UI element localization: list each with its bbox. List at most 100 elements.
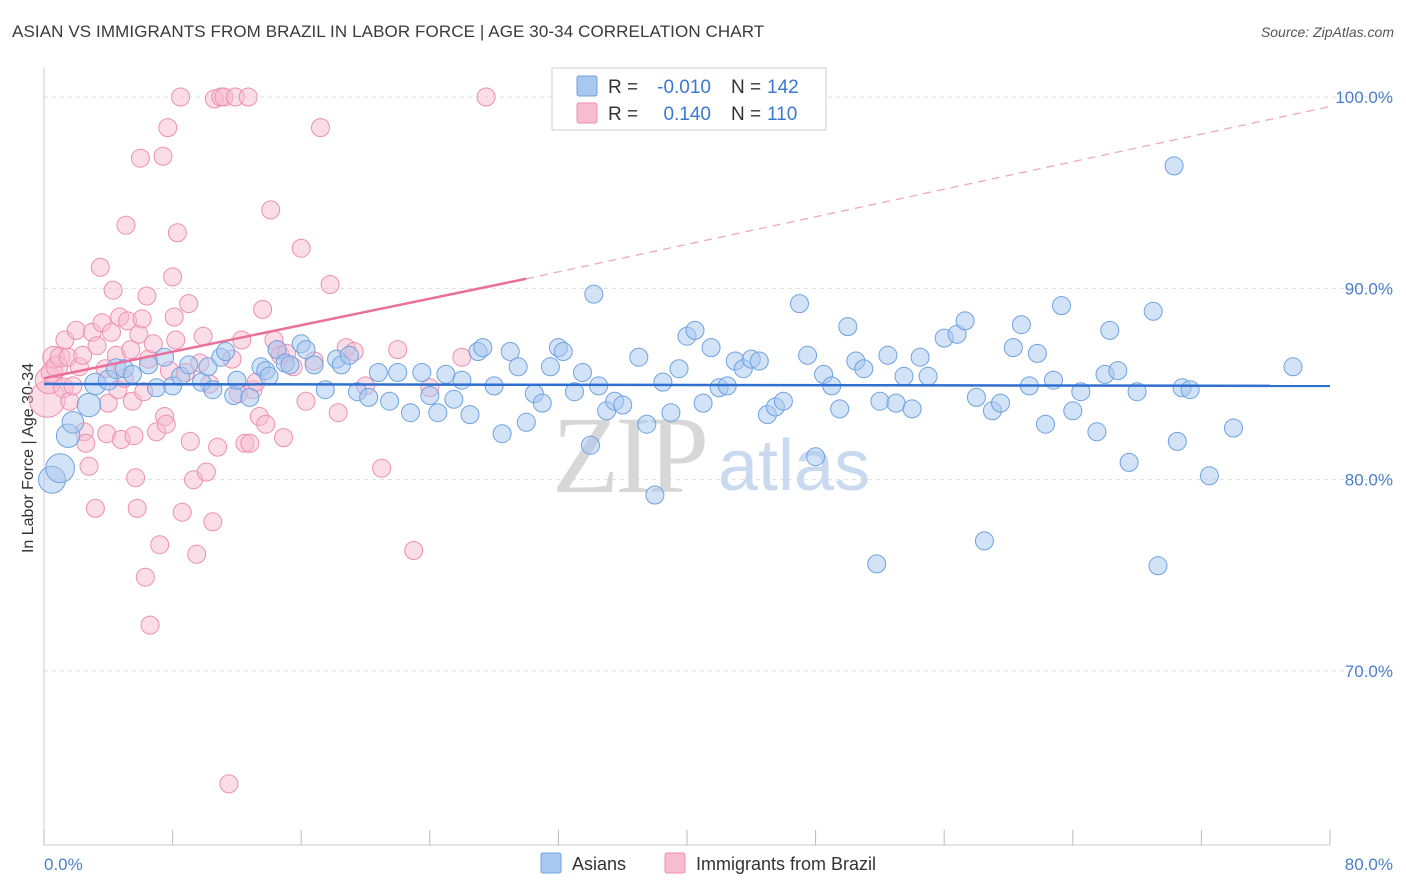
brazil-point (320, 275, 340, 294)
watermark: ZIP atlas (552, 394, 870, 516)
asian-point (584, 284, 604, 304)
brazil-point (60, 391, 80, 411)
asian-point (45, 453, 75, 484)
asian-point (428, 403, 448, 423)
brazil-point (196, 462, 216, 482)
asian-point (894, 366, 914, 386)
brazil-point (179, 294, 199, 314)
asian-point (227, 370, 247, 390)
asian-point (749, 351, 769, 371)
brazil-point (256, 414, 276, 434)
trend-lines (43, 105, 1331, 388)
asian-point (974, 531, 994, 551)
asian-point (854, 359, 874, 379)
brazil-trend-line (43, 277, 527, 380)
asian-point (380, 391, 400, 411)
asian-point (902, 399, 922, 419)
brazil-point (238, 87, 258, 107)
brazil-point (103, 280, 123, 300)
asian-point (1164, 156, 1184, 176)
asian-point (436, 364, 456, 384)
asian-point (1100, 320, 1120, 340)
asian-point (886, 393, 906, 413)
asian-point (867, 554, 887, 574)
brazil-point (253, 299, 273, 319)
asian-point (339, 345, 359, 365)
asian-point (573, 363, 592, 382)
brazil-point (208, 437, 228, 457)
brazil-point (404, 541, 424, 560)
y-tick-label: 90.0% (1345, 279, 1393, 298)
asian-point (838, 317, 858, 337)
brazil-point (124, 426, 144, 446)
brazil-point (158, 118, 178, 138)
brazil-point (476, 87, 496, 107)
watermark-atlas: atlas (718, 426, 870, 506)
asian-point (1087, 422, 1107, 442)
legend-swatch-brazil (576, 102, 598, 124)
legend-n-value: 142 (767, 77, 799, 98)
asian-point (388, 363, 408, 382)
asian-point (830, 399, 850, 419)
asian-point (966, 387, 986, 407)
asian-point (565, 382, 584, 402)
asian-point (122, 364, 142, 384)
brazil-point (132, 309, 152, 329)
legend-swatch-asians (576, 75, 598, 97)
asian-point (1127, 382, 1147, 402)
asian-point (452, 370, 472, 390)
asian-point (61, 411, 85, 434)
watermark-zip: ZIP (552, 394, 705, 516)
brazil-point (140, 615, 160, 635)
asian-point (401, 403, 420, 423)
asian-point (870, 391, 890, 411)
brazil-point (291, 238, 311, 258)
legend-r-value: 0.140 (663, 104, 711, 125)
bottom-legend: Asians Immigrants from Brazil (540, 852, 876, 874)
asian-point (1283, 357, 1303, 377)
legend: R = -0.010 N = 142 R = 0.140 N = 110 (551, 67, 827, 131)
brazil-point (452, 347, 472, 367)
asian-point (581, 435, 600, 455)
asian-point (910, 347, 930, 367)
brazil-point (180, 431, 200, 451)
asian-point (798, 345, 818, 365)
legend-row-asians: R = -0.010 N = 142 (576, 75, 799, 98)
asian-point (645, 485, 665, 505)
asian-point (790, 294, 809, 314)
bottom-legend-swatch-asians (540, 852, 562, 874)
asian-point (540, 357, 560, 377)
asian-point (1180, 380, 1200, 400)
asian-point (224, 386, 244, 405)
x-tick-label-min: 0.0% (44, 855, 83, 874)
brazil-point (66, 320, 86, 340)
brazil-point (296, 391, 316, 411)
brazil-point (156, 414, 176, 434)
brazil-point (171, 87, 191, 107)
asian-point (516, 412, 536, 432)
asian-point (1167, 431, 1187, 451)
x-tick-label-max: 80.0% (1345, 855, 1393, 874)
legend-n-value: 110 (767, 104, 797, 125)
legend-box (551, 67, 827, 131)
brazil-point (90, 257, 110, 277)
asian-point (806, 447, 826, 467)
brazil-point (63, 376, 83, 396)
asian-point (259, 366, 279, 386)
brazil-point (130, 148, 150, 168)
brazil-point (167, 223, 187, 243)
asian-point (240, 387, 260, 407)
brazil-trend-line-extension (526, 105, 1331, 280)
brazil-point (240, 433, 260, 453)
asian-trend-line (43, 382, 1331, 388)
legend-r-label: R = (608, 104, 638, 125)
asian-point (878, 345, 898, 365)
brazil-point (143, 334, 163, 354)
brazil-point (172, 502, 192, 522)
asian-point (444, 389, 464, 409)
asian-point (500, 342, 520, 361)
asian-point (637, 414, 657, 434)
brazil-point (372, 458, 392, 478)
asian-point (629, 347, 649, 367)
brazil-point (153, 146, 173, 166)
